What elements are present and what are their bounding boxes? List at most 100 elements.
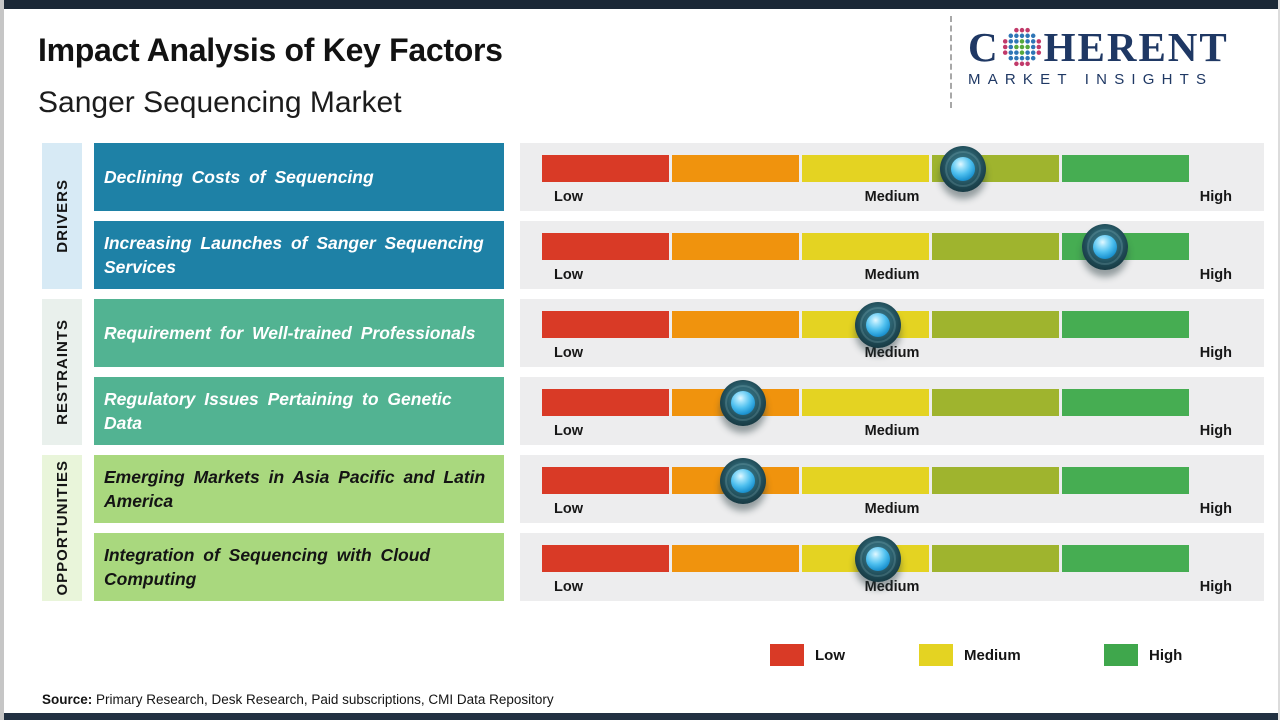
scale-label-medium: Medium xyxy=(864,579,920,595)
scale-label-low: Low xyxy=(554,579,583,595)
legend-item-medium: Medium xyxy=(919,644,1021,666)
category-label: DRIVERS xyxy=(53,179,71,253)
track-segment-2 xyxy=(672,155,799,182)
scale-label-high: High xyxy=(1199,579,1232,595)
track-segment-5 xyxy=(1062,389,1189,416)
impact-track xyxy=(542,301,1189,348)
factor-box: Integration of Sequencing with Cloud Com… xyxy=(94,533,504,601)
page-subtitle: Sanger Sequencing Market xyxy=(38,86,402,119)
factor-row: Declining Costs of Sequencing Low Medium Hi… xyxy=(94,143,1264,211)
scale-label-medium: Medium xyxy=(864,501,920,517)
scale-label-medium: Medium xyxy=(864,267,920,283)
factor-box: Emerging Markets in Asia Pacific and Lat… xyxy=(94,455,504,523)
impact-matrix: DRIVERS Declining Costs of Sequencing Low M… xyxy=(42,143,1264,601)
legend-swatch xyxy=(770,644,804,666)
category-column-drivers: DRIVERS xyxy=(42,143,82,289)
track-segment-4 xyxy=(932,311,1059,338)
scale-label-medium: Medium xyxy=(864,189,920,205)
impact-track xyxy=(542,145,1189,192)
track-segment-2 xyxy=(672,545,799,572)
brand-logo: C HERENT MARKET INSIGHTS xyxy=(950,16,1264,108)
logo-globe-icon xyxy=(1001,26,1043,68)
brand-word-rest: HERENT xyxy=(1043,23,1229,70)
legend-label: Medium xyxy=(964,646,1021,664)
brand-wordmark: C HERENT xyxy=(968,26,1264,68)
factor-row: Regulatory Issues Pertaining to Genetic … xyxy=(94,377,1264,445)
source-note: Source: Primary Research, Desk Research,… xyxy=(42,692,554,707)
page-title: Impact Analysis of Key Factors xyxy=(38,32,503,68)
track-segment-1 xyxy=(542,389,669,416)
track-segment-4 xyxy=(932,389,1059,416)
track-segment-5 xyxy=(1062,155,1189,182)
impact-marker xyxy=(939,145,986,192)
factor-rows: Emerging Markets in Asia Pacific and Lat… xyxy=(94,455,1264,601)
track-segment-3 xyxy=(802,233,929,260)
category-label: OPPORTUNITIES xyxy=(53,460,71,596)
track-segment-2 xyxy=(672,311,799,338)
bottom-accent-strip xyxy=(4,713,1278,720)
track-segment-1 xyxy=(542,545,669,572)
source-label: Source: xyxy=(42,692,93,707)
brand-letter-c: C xyxy=(968,23,1000,70)
factor-rows: Declining Costs of Sequencing Low Medium Hi… xyxy=(94,143,1264,289)
factor-box: Regulatory Issues Pertaining to Genetic … xyxy=(94,377,504,445)
scale-label-low: Low xyxy=(554,501,583,517)
legend-swatch xyxy=(919,644,953,666)
track-segment-3 xyxy=(802,389,929,416)
category-column-opportunities: OPPORTUNITIES xyxy=(42,455,82,601)
track-segment-4 xyxy=(932,233,1059,260)
top-accent-strip xyxy=(4,0,1278,9)
track-segment-5 xyxy=(1062,545,1189,572)
legend: Low Medium High xyxy=(4,644,1278,670)
legend-label: Low xyxy=(815,646,845,664)
scale-label-high: High xyxy=(1199,501,1232,517)
legend-item-low: Low xyxy=(770,644,845,666)
legend-swatch xyxy=(1104,644,1138,666)
impact-track xyxy=(542,223,1189,270)
track-segment-4 xyxy=(932,467,1059,494)
impact-track xyxy=(542,457,1189,504)
impact-track xyxy=(542,379,1189,426)
impact-scale-panel: Low Medium High xyxy=(520,455,1264,523)
scale-label-low: Low xyxy=(554,345,583,361)
scale-label-high: High xyxy=(1199,345,1232,361)
factor-row: Requirement for Well-trained Professiona… xyxy=(94,299,1264,367)
factor-group-restraints: RESTRAINTS Requirement for Well-trained P… xyxy=(42,299,1264,445)
track-segment-1 xyxy=(542,233,669,260)
factor-box: Declining Costs of Sequencing xyxy=(94,143,504,211)
scale-label-medium: Medium xyxy=(864,423,920,439)
track-segment-1 xyxy=(542,311,669,338)
track-segment-5 xyxy=(1062,467,1189,494)
scale-label-low: Low xyxy=(554,267,583,283)
impact-marker xyxy=(719,379,766,426)
brand-tagline: MARKET INSIGHTS xyxy=(968,71,1214,88)
factor-row: Integration of Sequencing with Cloud Com… xyxy=(94,533,1264,601)
impact-scale-panel: Low Medium High xyxy=(520,377,1264,445)
factor-row: Increasing Launches of Sanger Sequencing… xyxy=(94,221,1264,289)
impact-marker xyxy=(855,301,902,348)
scale-label-high: High xyxy=(1199,189,1232,205)
factor-group-drivers: DRIVERS Declining Costs of Sequencing Low M… xyxy=(42,143,1264,289)
scale-label-medium: Medium xyxy=(864,345,920,361)
impact-scale-panel: Low Medium High xyxy=(520,143,1264,211)
track-segment-2 xyxy=(672,233,799,260)
scale-label-high: High xyxy=(1199,267,1232,283)
impact-marker xyxy=(719,457,766,504)
logo-divider-line xyxy=(950,16,952,108)
track-segment-5 xyxy=(1062,311,1189,338)
factor-group-opportunities: OPPORTUNITIES Emerging Markets in Asia Pa… xyxy=(42,455,1264,601)
track-segment-4 xyxy=(932,545,1059,572)
scale-label-low: Low xyxy=(554,189,583,205)
source-text: Primary Research, Desk Research, Paid su… xyxy=(92,692,554,707)
impact-marker xyxy=(855,535,902,582)
factor-box: Increasing Launches of Sanger Sequencing… xyxy=(94,221,504,289)
impact-scale-panel: Low Medium High xyxy=(520,221,1264,289)
impact-scale-panel: Low Medium High xyxy=(520,533,1264,601)
scale-label-high: High xyxy=(1199,423,1232,439)
track-segment-3 xyxy=(802,467,929,494)
legend-item-high: High xyxy=(1104,644,1182,666)
track-segment-1 xyxy=(542,155,669,182)
factor-rows: Requirement for Well-trained Professiona… xyxy=(94,299,1264,445)
category-label: RESTRAINTS xyxy=(53,319,71,425)
